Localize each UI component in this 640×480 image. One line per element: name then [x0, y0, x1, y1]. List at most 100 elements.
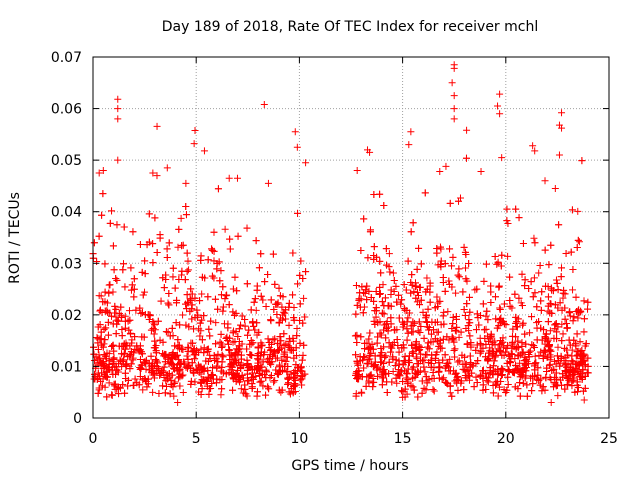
data-point	[541, 246, 549, 254]
data-point	[450, 92, 458, 100]
y-axis-label: ROTI / TECUs	[7, 192, 23, 284]
data-point	[110, 354, 118, 362]
data-point	[236, 345, 244, 353]
data-point	[218, 385, 226, 393]
data-point	[462, 325, 470, 333]
data-point	[553, 335, 561, 343]
data-point	[412, 279, 419, 287]
data-point	[428, 375, 436, 383]
data-point	[454, 271, 462, 279]
data-point	[226, 334, 234, 342]
data-point	[367, 371, 375, 379]
data-point	[560, 286, 568, 294]
data-point	[166, 390, 174, 398]
data-point	[555, 221, 563, 229]
data-point	[496, 306, 504, 314]
data-point	[534, 371, 542, 379]
y-tick-label: 0.06	[51, 102, 82, 118]
data-point	[564, 374, 572, 382]
data-point	[435, 368, 443, 376]
data-point	[282, 315, 290, 323]
data-point	[397, 367, 405, 375]
data-point	[244, 360, 252, 368]
data-point	[514, 337, 522, 345]
data-point	[376, 290, 384, 298]
data-point	[121, 283, 129, 291]
data-point	[540, 326, 548, 334]
data-point	[289, 389, 297, 397]
data-point	[574, 207, 582, 215]
data-point	[495, 322, 503, 330]
data-point	[566, 341, 574, 349]
data-point	[389, 353, 397, 361]
data-point	[542, 282, 550, 290]
data-point	[247, 336, 255, 344]
data-point	[551, 380, 559, 388]
data-point	[262, 303, 270, 311]
data-point	[191, 355, 199, 363]
data-point	[487, 298, 495, 306]
data-point	[466, 352, 474, 360]
data-point	[171, 342, 179, 350]
data-point	[360, 215, 368, 223]
data-point	[254, 350, 262, 358]
data-point	[164, 371, 172, 379]
data-point	[283, 367, 291, 375]
data-point	[370, 297, 378, 305]
data-point	[551, 301, 559, 309]
data-point	[393, 379, 401, 387]
data-point	[241, 316, 249, 324]
data-point	[101, 372, 109, 380]
data-point	[521, 360, 529, 368]
data-point	[398, 344, 406, 352]
data-point	[370, 255, 378, 263]
data-point	[425, 345, 433, 353]
data-point	[111, 309, 119, 317]
data-point	[522, 340, 530, 348]
data-point	[365, 379, 373, 387]
data-point	[226, 356, 234, 364]
data-point	[537, 306, 545, 314]
data-point	[183, 291, 191, 299]
data-point	[200, 147, 208, 155]
data-point	[149, 259, 157, 267]
data-point	[496, 90, 504, 98]
data-point	[554, 392, 562, 400]
data-point	[463, 277, 471, 285]
data-point	[191, 127, 199, 135]
data-point	[574, 314, 582, 322]
data-point	[427, 330, 435, 338]
data-point	[219, 353, 227, 361]
x-tick-label: 5	[192, 431, 201, 447]
data-point	[284, 379, 292, 387]
data-point	[362, 286, 370, 294]
data-point	[296, 339, 304, 347]
data-point	[255, 356, 263, 364]
data-point	[378, 374, 386, 382]
data-point	[97, 292, 105, 300]
data-point	[99, 190, 107, 198]
data-point	[164, 299, 172, 307]
data-point	[369, 362, 377, 370]
data-point	[95, 169, 103, 177]
data-point	[204, 357, 212, 365]
data-point	[284, 374, 292, 382]
data-point	[408, 341, 416, 349]
data-point	[494, 258, 502, 266]
data-point	[482, 340, 490, 348]
data-point	[484, 355, 492, 363]
data-point	[366, 345, 374, 353]
data-point	[424, 339, 432, 347]
data-point	[417, 296, 425, 304]
data-point	[210, 375, 218, 383]
data-point	[113, 221, 121, 229]
data-point	[232, 328, 240, 336]
data-point	[403, 370, 411, 378]
data-point	[257, 377, 265, 385]
data-point	[114, 317, 122, 325]
data-point	[455, 197, 463, 205]
data-point	[118, 332, 126, 340]
data-point	[121, 369, 129, 377]
data-point	[539, 354, 547, 362]
data-point	[211, 295, 219, 303]
